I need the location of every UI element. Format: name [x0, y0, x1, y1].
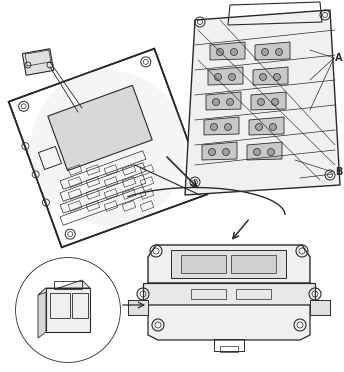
Polygon shape: [232, 255, 277, 273]
Circle shape: [259, 74, 267, 80]
Circle shape: [254, 148, 260, 155]
Circle shape: [211, 124, 217, 131]
Circle shape: [225, 124, 232, 131]
Polygon shape: [253, 67, 288, 85]
Polygon shape: [148, 305, 310, 340]
Circle shape: [273, 74, 280, 80]
Text: A: A: [335, 53, 343, 63]
Polygon shape: [148, 245, 310, 283]
Circle shape: [226, 99, 234, 106]
Ellipse shape: [31, 71, 185, 225]
Circle shape: [213, 99, 219, 106]
Polygon shape: [247, 142, 282, 160]
Polygon shape: [22, 49, 54, 75]
Polygon shape: [185, 10, 340, 195]
Circle shape: [261, 48, 269, 55]
Polygon shape: [310, 300, 330, 315]
Polygon shape: [251, 92, 286, 110]
Polygon shape: [143, 283, 315, 305]
Circle shape: [269, 124, 277, 131]
Circle shape: [276, 48, 282, 55]
Circle shape: [223, 148, 229, 155]
Polygon shape: [38, 280, 90, 295]
Polygon shape: [172, 250, 287, 278]
Polygon shape: [206, 92, 241, 110]
Circle shape: [268, 148, 275, 155]
Polygon shape: [210, 42, 245, 60]
Circle shape: [215, 74, 222, 80]
Polygon shape: [204, 117, 239, 135]
Polygon shape: [46, 288, 90, 332]
Circle shape: [258, 99, 265, 106]
Circle shape: [230, 48, 237, 55]
Circle shape: [208, 148, 215, 155]
Polygon shape: [48, 85, 152, 171]
Circle shape: [16, 258, 120, 362]
Circle shape: [271, 99, 279, 106]
Polygon shape: [128, 300, 148, 315]
Polygon shape: [38, 288, 46, 338]
Polygon shape: [182, 255, 226, 273]
Text: B: B: [335, 167, 342, 177]
Polygon shape: [208, 67, 243, 85]
Polygon shape: [202, 142, 237, 160]
Circle shape: [228, 74, 236, 80]
Circle shape: [256, 124, 262, 131]
Circle shape: [216, 48, 224, 55]
Polygon shape: [249, 117, 284, 135]
Polygon shape: [255, 42, 290, 60]
